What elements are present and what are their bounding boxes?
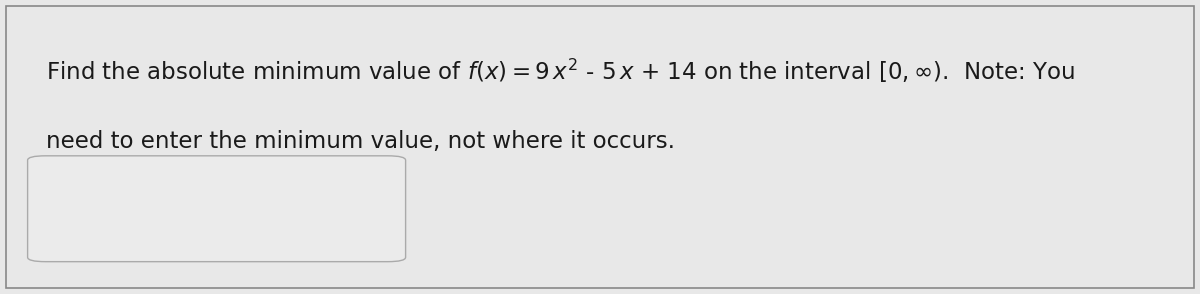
Text: need to enter the minimum value, not where it occurs.: need to enter the minimum value, not whe…: [46, 130, 674, 153]
Text: Find the absolute minimum value of $f(x) = 9\,x^2$ - $5\,x$ + 14 on the interval: Find the absolute minimum value of $f(x)…: [46, 56, 1074, 85]
FancyBboxPatch shape: [28, 156, 406, 262]
